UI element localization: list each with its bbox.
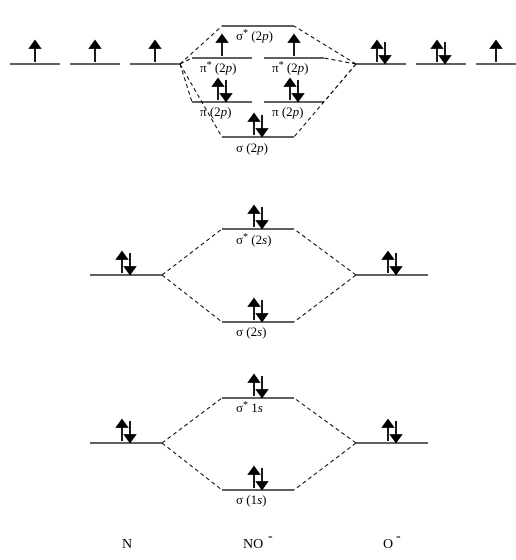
corr-line xyxy=(180,64,192,102)
arrowhead xyxy=(249,114,259,121)
arrowhead xyxy=(285,79,295,86)
label-sig2p: σ (2p) xyxy=(236,140,268,155)
corr-line xyxy=(162,229,222,275)
arrowhead xyxy=(249,299,259,306)
corr-line xyxy=(162,398,222,443)
arrowhead xyxy=(391,435,401,442)
axis-label-o: O xyxy=(383,537,393,552)
arrowhead xyxy=(372,41,382,48)
axis-label-no-minus: - xyxy=(268,529,273,544)
arrowhead xyxy=(125,435,135,442)
arrowhead xyxy=(213,79,223,86)
arrowhead xyxy=(257,221,267,228)
corr-line xyxy=(162,275,222,322)
arrowhead xyxy=(432,41,442,48)
label-pis2p_L: π* (2p) xyxy=(200,60,237,75)
corr-line xyxy=(324,64,356,102)
arrowhead xyxy=(491,41,501,48)
arrowhead xyxy=(30,41,40,48)
arrowhead xyxy=(117,252,127,259)
arrowhead xyxy=(383,420,393,427)
arrowhead xyxy=(257,390,267,397)
arrowhead xyxy=(257,482,267,489)
arrowhead xyxy=(125,267,135,274)
label-sigs2p: σ* (2p) xyxy=(236,28,273,43)
arrowhead xyxy=(249,375,259,382)
label-sig1s: σ (1s) xyxy=(236,492,267,507)
arrowhead xyxy=(90,41,100,48)
arrowhead xyxy=(221,94,231,101)
arrowhead xyxy=(380,56,390,63)
corr-line xyxy=(294,229,356,275)
arrowhead xyxy=(249,467,259,474)
corr-line xyxy=(294,443,356,490)
arrowhead xyxy=(391,267,401,274)
corr-line xyxy=(294,275,356,322)
label-sigs1s: σ* 1s xyxy=(236,400,263,415)
arrowhead xyxy=(440,56,450,63)
axis-label-n: N xyxy=(122,537,132,552)
corr-line xyxy=(162,443,222,490)
arrowhead xyxy=(257,129,267,136)
arrowhead xyxy=(249,206,259,213)
label-pis2p_R: π* (2p) xyxy=(272,60,309,75)
arrowhead xyxy=(150,41,160,48)
label-pi2p_R: π (2p) xyxy=(272,104,304,119)
corr-line xyxy=(294,398,356,443)
label-sigs2s: σ* (2s) xyxy=(236,232,272,247)
arrowhead xyxy=(293,94,303,101)
corr-line xyxy=(324,58,356,64)
arrowhead xyxy=(217,35,227,42)
label-sig2s: σ (2s) xyxy=(236,324,267,339)
arrowhead xyxy=(383,252,393,259)
label-pi2p_L: π (2p) xyxy=(200,104,232,119)
mo-diagram: σ (1s) σ* 1s σ (2s) σ* (2s) σ (2p) π (2p) π (2… xyxy=(0,0,516,560)
axis-label-o-minus: - xyxy=(396,529,401,544)
arrowhead xyxy=(289,35,299,42)
arrowhead xyxy=(117,420,127,427)
axis-label-no: NO xyxy=(243,537,263,552)
arrowhead xyxy=(257,314,267,321)
